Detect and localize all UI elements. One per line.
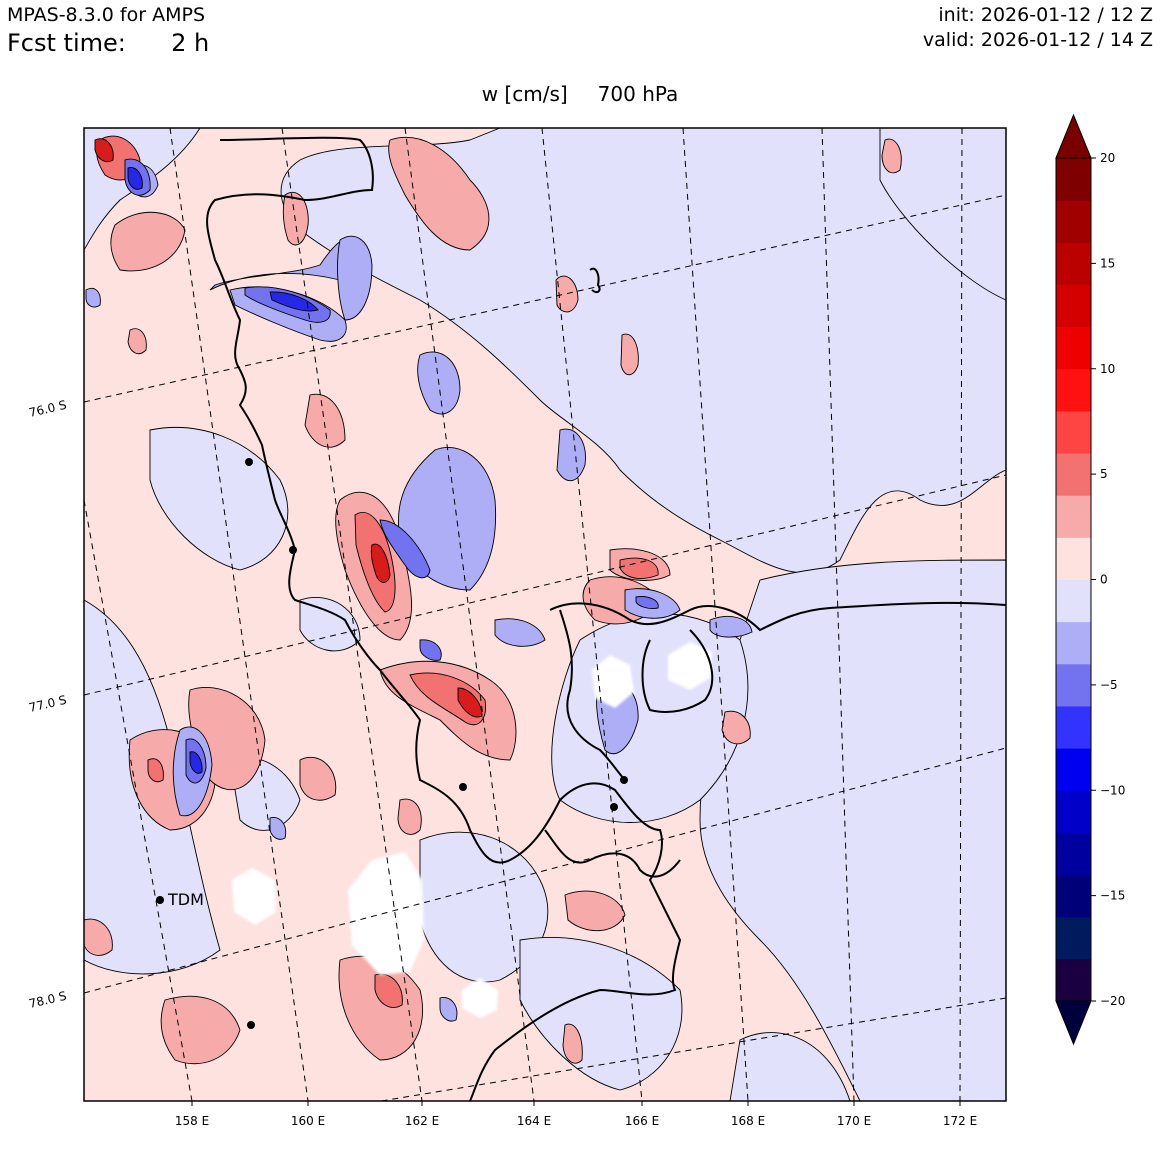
colorbar-tick-label: 10 bbox=[1100, 362, 1115, 376]
lat-label: 78.0 S bbox=[28, 989, 68, 1011]
colorbar-segment bbox=[1056, 705, 1091, 749]
colorbar-segment bbox=[1056, 874, 1091, 918]
colorbar-segment bbox=[1056, 748, 1091, 791]
valid-time: valid: 2026-01-12 / 14 Z bbox=[922, 29, 1153, 51]
init-time: init: 2026-01-12 / 12 Z bbox=[938, 4, 1153, 26]
station-markers bbox=[156, 458, 628, 1029]
colorbar-segment bbox=[1056, 453, 1091, 496]
station-marker bbox=[610, 803, 618, 811]
lat-label: 76.0 S bbox=[28, 398, 68, 420]
colorbar-tick-label: −15 bbox=[1100, 889, 1125, 903]
lon-label: 164 E bbox=[517, 1114, 551, 1128]
colorbar-tick-label: −10 bbox=[1100, 783, 1125, 797]
station-marker bbox=[620, 776, 628, 784]
colorbar-segment bbox=[1056, 242, 1091, 285]
colorbar-tick-label: −5 bbox=[1100, 678, 1118, 692]
lon-label: 172 E bbox=[943, 1114, 977, 1128]
colorbar-tick-label: 5 bbox=[1100, 467, 1108, 481]
lon-label: 158 E bbox=[175, 1114, 209, 1128]
colorbar-segment bbox=[1056, 832, 1091, 876]
map-field: TDM bbox=[84, 128, 1006, 1101]
lon-label: 162 E bbox=[405, 1114, 439, 1128]
model-title: MPAS-8.3.0 for AMPS bbox=[7, 4, 206, 26]
pressure-level: 700 hPa bbox=[597, 82, 679, 106]
colorbar-segment bbox=[1056, 158, 1091, 201]
station-marker bbox=[247, 1021, 255, 1029]
colorbar-segment bbox=[1056, 410, 1091, 454]
lon-labels: 158 E 160 E 162 E 164 E 166 E 168 E 170 … bbox=[175, 1101, 977, 1128]
colorbar-segment bbox=[1056, 368, 1091, 412]
colorbar-min-extension bbox=[1055, 1000, 1092, 1046]
lon-label: 170 E bbox=[837, 1114, 871, 1128]
colorbar-segment bbox=[1056, 579, 1091, 623]
graticule bbox=[84, 128, 1006, 1101]
colorbar-tick-label: 20 bbox=[1100, 151, 1115, 165]
colorbar: 20 15 10 5 0 −5 −10 −15 −20 bbox=[1055, 113, 1125, 1046]
colorbar-tick-label: −20 bbox=[1100, 994, 1125, 1008]
field-name: w [cm/s] bbox=[481, 82, 568, 106]
colorbar-segment bbox=[1056, 537, 1091, 580]
forecast-time: Fcst time: 2 h bbox=[7, 29, 209, 57]
colorbar-segment bbox=[1056, 495, 1091, 538]
station-marker bbox=[459, 783, 467, 791]
coastlines bbox=[206, 136, 1006, 1101]
lon-label: 168 E bbox=[731, 1114, 765, 1128]
colorbar-tick-label: 0 bbox=[1100, 573, 1108, 587]
colorbar-segment bbox=[1056, 916, 1091, 960]
lon-label: 166 E bbox=[625, 1114, 659, 1128]
colorbar-segment bbox=[1056, 663, 1091, 707]
lat-labels: 76.0 S 77.0 S 78.0 S bbox=[28, 398, 68, 1011]
map-frame bbox=[83, 127, 1007, 1102]
colorbar-segment bbox=[1056, 200, 1091, 243]
colorbar-segment bbox=[1056, 621, 1091, 665]
forecast-time-label: Fcst time: bbox=[7, 29, 126, 57]
colorbar-max-extension bbox=[1055, 113, 1092, 159]
colorbar-segment bbox=[1056, 958, 1091, 1002]
colorbar-segment bbox=[1056, 284, 1091, 328]
missing-data bbox=[232, 642, 712, 1018]
station-label-tdm: TDM bbox=[167, 890, 204, 909]
colorbar-segment bbox=[1056, 326, 1091, 370]
forecast-time-value: 2 h bbox=[171, 29, 210, 57]
station-marker bbox=[289, 546, 297, 554]
station-marker bbox=[245, 458, 253, 466]
colorbar-tick-label: 15 bbox=[1100, 256, 1115, 270]
station-marker-tdm bbox=[156, 896, 164, 904]
lat-label: 77.0 S bbox=[28, 693, 68, 715]
plot-title: w [cm/s] 700 hPa bbox=[0, 82, 1160, 106]
lon-label: 160 E bbox=[291, 1114, 325, 1128]
colorbar-segment bbox=[1056, 790, 1091, 833]
